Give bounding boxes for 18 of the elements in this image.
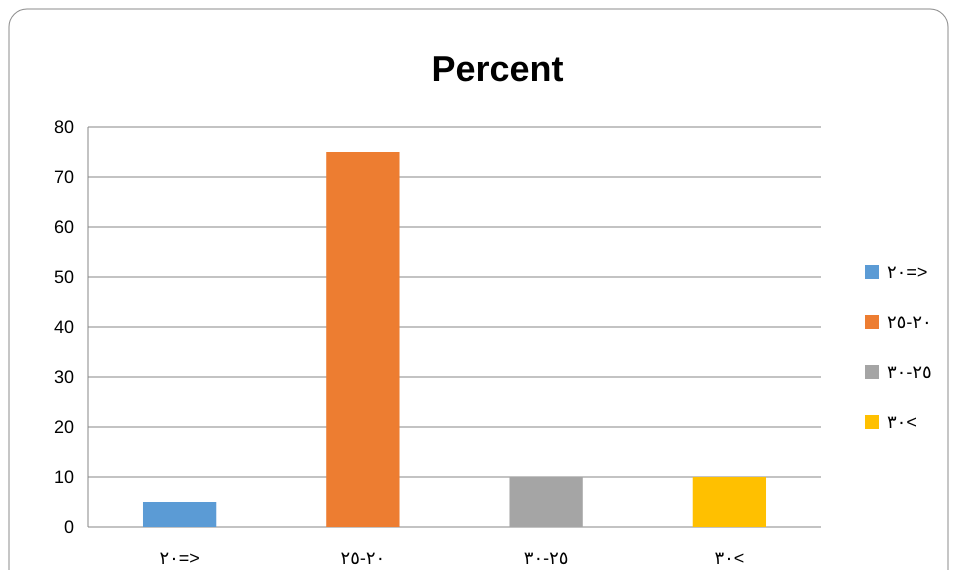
y-tick-label: 80 [54, 117, 74, 137]
y-tick-label: 70 [54, 167, 74, 187]
x-tick-label: ٣٠< [714, 548, 744, 568]
y-tick-label: 20 [54, 417, 74, 437]
x-tick-label: ٢٥-٢٠ [340, 548, 386, 568]
legend-label: ٣٠-٢٥ [887, 362, 932, 382]
legend-label: ٢٥-٢٠ [887, 312, 932, 332]
y-tick-label: 10 [54, 467, 74, 487]
y-tick-label: 30 [54, 367, 74, 387]
y-tick-label: 60 [54, 217, 74, 237]
y-tick-label: 40 [54, 317, 74, 337]
legend-label: ٣٠< [887, 412, 917, 432]
legend-label: ٢٠=> [887, 262, 928, 282]
x-tick-label: ٣٠-٢٥ [524, 548, 568, 568]
x-tick-label: ٢٠=> [159, 548, 200, 568]
y-tick-label: 50 [54, 267, 74, 287]
chart-title: Percent [431, 48, 564, 89]
y-tick-label: 0 [64, 517, 74, 537]
